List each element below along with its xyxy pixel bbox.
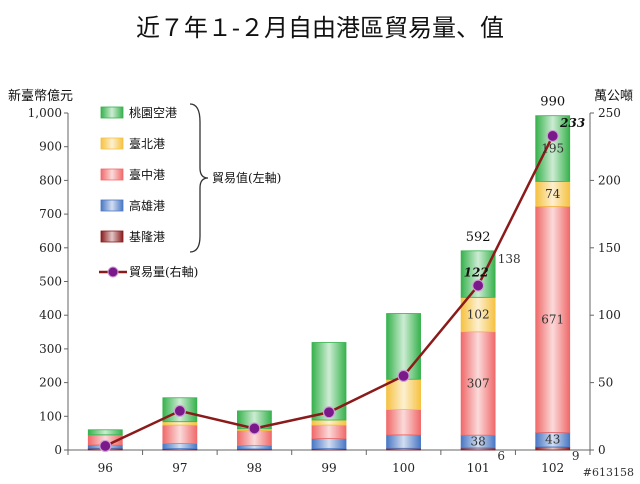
y-left-tick-label: 200 (39, 376, 62, 390)
chart-title: 近７年１-２月自由港區貿易量、值 (136, 14, 504, 42)
bar-segment (460, 296, 496, 333)
y-left-tick-label: 100 (39, 409, 62, 423)
line-marker (397, 369, 410, 382)
line-marker (472, 279, 485, 292)
bar-segment (535, 446, 571, 451)
y-left-tick-label: 500 (39, 275, 62, 289)
x-tick-label: 96 (98, 461, 113, 475)
bar-segment (535, 115, 571, 182)
bar-segment (311, 424, 347, 439)
bar-segment (386, 409, 421, 436)
line-marker (546, 129, 559, 143)
y-right-tick-label: 100 (598, 308, 621, 322)
segment-label: 195 (541, 142, 564, 156)
legend-line-marker (107, 266, 119, 278)
line-marker (322, 406, 336, 419)
line-layer (99, 129, 559, 453)
total-label: 990 (540, 95, 565, 110)
bar-segment (311, 419, 347, 426)
y-left-tick-label: 0 (54, 443, 62, 457)
x-tick-label: 99 (321, 461, 336, 475)
legend-label: 貿易量(右軸) (129, 264, 198, 279)
segment-label: 307 (467, 376, 490, 390)
y-right-tick-label: 200 (598, 173, 621, 187)
y-left-tick-label: 1,000 (28, 106, 62, 120)
line-marker (99, 439, 112, 453)
legend-label: 臺中港 (129, 167, 165, 182)
segment-label: 74 (545, 187, 561, 201)
y-right-tick-label: 0 (598, 443, 606, 457)
line-marker (248, 422, 261, 435)
segment-label: 671 (541, 312, 564, 326)
legend-label: 臺北港 (129, 136, 165, 151)
legend-swatch (100, 168, 124, 181)
bar-segment (162, 443, 198, 450)
legend-swatch (100, 137, 124, 150)
segment-label: 9 (572, 449, 580, 463)
y-right-tick-label: 50 (598, 376, 613, 390)
legend-label: 基隆港 (129, 229, 165, 244)
y-left-axis-label: 新臺幣億元 (8, 88, 73, 104)
x-tick-label: 98 (247, 461, 262, 475)
bar-segment (311, 438, 347, 450)
legend-bracket-label: 貿易值(左軸) (212, 170, 281, 185)
total-label: 592 (466, 230, 491, 245)
y-left-tick-label: 900 (39, 140, 62, 154)
segment-label: 6 (497, 449, 505, 463)
segment-label: 38 (471, 435, 486, 449)
y-right-axis-label: 萬公噸 (594, 89, 633, 104)
bar-segment (237, 445, 272, 450)
y-left-tick-label: 300 (39, 342, 62, 356)
bar-segment (535, 205, 571, 433)
segment-label: 43 (545, 433, 560, 447)
y-right-tick-label: 150 (598, 241, 621, 255)
segment-label: 102 (467, 308, 490, 322)
labels: 592 990 138 102 307 38 6 195 74 671 43 9 122 233 (464, 95, 586, 463)
legend-label: 桃園空港 (129, 105, 177, 120)
x-tick-label: 102 (541, 461, 564, 475)
legend-swatch (100, 199, 124, 212)
y-left-tick-label: 400 (39, 308, 62, 322)
y-left-tick-label: 800 (39, 173, 62, 187)
legend-bracket (189, 103, 209, 253)
bar-segment (386, 378, 421, 410)
y-left-tick-label: 700 (39, 207, 62, 221)
bar-segment (386, 434, 421, 449)
x-tick-label: 100 (392, 461, 415, 475)
legend-swatch (100, 230, 124, 243)
legend-swatch (100, 106, 124, 119)
line-label: 233 (559, 116, 585, 130)
line-marker (173, 404, 186, 418)
line-label: 122 (464, 266, 489, 280)
x-tick-label: 97 (172, 461, 187, 475)
watermark: #613158 (583, 466, 634, 479)
axes: 0 100 200 300 400 500 600 700 800 900 1,000 0 50 100 1… (28, 106, 621, 475)
y-left-tick-label: 600 (39, 241, 62, 255)
x-tick-label: 101 (467, 461, 490, 475)
bar-segment (162, 421, 198, 426)
bar-segment (162, 424, 198, 444)
bars (87, 115, 571, 451)
bar-segment (535, 181, 571, 207)
legend-label: 高雄港 (129, 198, 165, 213)
bar-segment (386, 313, 421, 380)
y-right-tick-label: 250 (598, 106, 621, 120)
segment-label: 138 (498, 252, 521, 266)
bar-segment (87, 429, 123, 436)
